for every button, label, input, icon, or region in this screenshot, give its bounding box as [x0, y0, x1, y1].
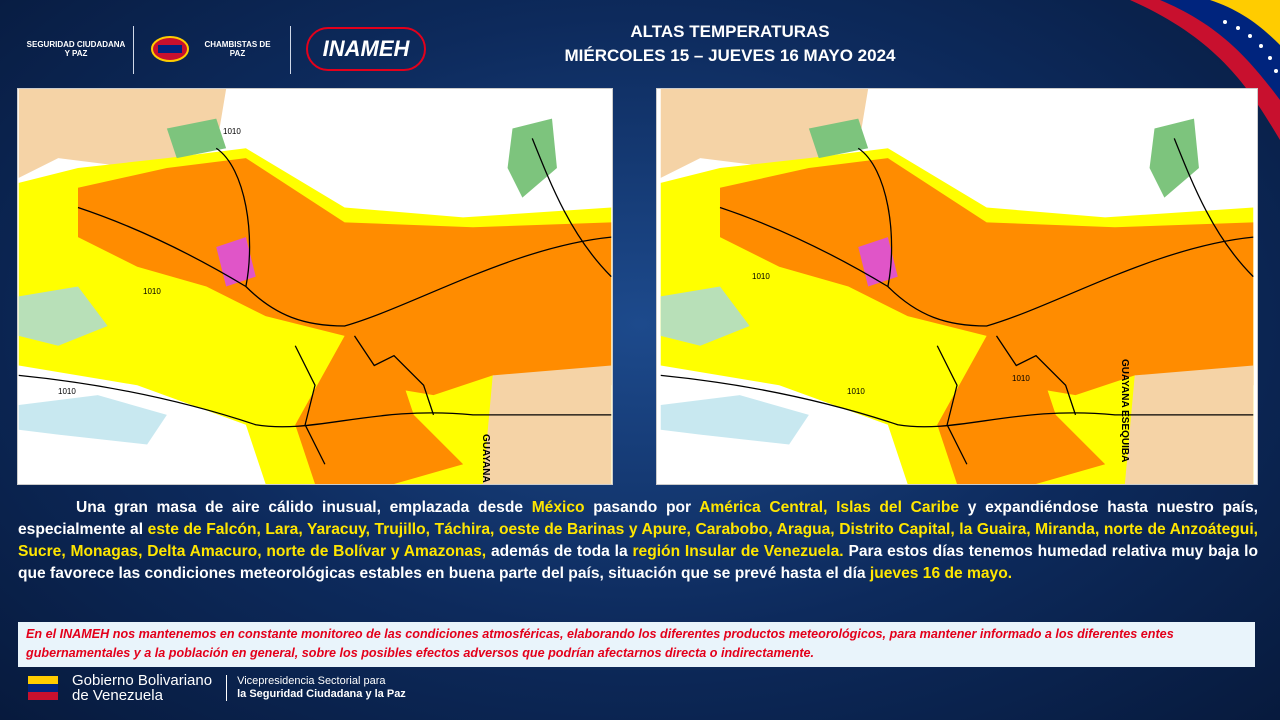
- isobar-label: 1010: [143, 287, 161, 296]
- flag: [1130, 0, 1280, 140]
- body-text: Para estos días tenemos humedad relativa…: [18, 543, 1258, 582]
- notice: En el INAMEH nos mantenemos en constante…: [18, 622, 1255, 667]
- separator: [290, 26, 291, 74]
- isobar-label: 1010: [752, 272, 770, 281]
- isobar-label: 1010: [1012, 374, 1030, 383]
- highlight-text: este de Falcón, Lara, Yaracuy, Trujillo,…: [18, 521, 1258, 560]
- title: ALTAS TEMPERATURAS MIÉRCOLES 15 – JUEVES…: [400, 20, 1060, 68]
- region-label: GUAYANA ESEQUIBA: [480, 434, 491, 484]
- footer-text: la Seguridad Ciudadana y la Paz: [237, 688, 406, 700]
- title-line: MIÉRCOLES 15 – JUEVES 16 MAYO 2024: [564, 46, 896, 65]
- isobar-label: 1010: [223, 127, 241, 136]
- logo-text: SEGURIDAD CIUDADANA Y PAZ: [26, 40, 126, 58]
- map-graphic: GUAYANA ESEQUIBA 1010 1010 1010: [18, 89, 612, 537]
- description: Una gran masa de aire cálido inusual, em…: [18, 497, 1258, 585]
- highlight-text: región Insular de Venezuela.: [632, 543, 844, 560]
- separator: [133, 26, 134, 74]
- footer-text: Vicepresidencia Sectorial para: [237, 675, 386, 687]
- logo-chambistas: CHAMBISTAS DE PAZ: [200, 22, 275, 76]
- isobar-label: 1010: [58, 387, 76, 396]
- footer-text: de Venezuela: [72, 687, 163, 704]
- logo-text: INAMEH: [322, 36, 410, 61]
- logo-text: CHAMBISTAS DE PAZ: [204, 40, 271, 58]
- title-line: ALTAS TEMPERATURAS: [630, 22, 830, 41]
- logo-inameh: INAMEH: [306, 27, 426, 71]
- region-label: GUAYANA ESEQUIBA: [1119, 359, 1130, 462]
- body-text: pasando por: [584, 499, 700, 516]
- isobar-label: 1010: [847, 387, 865, 396]
- highlight-text: jueves 16 de mayo.: [869, 565, 1013, 582]
- body-text: además de toda la: [486, 543, 633, 560]
- footer-flag: [28, 676, 58, 700]
- body-text: Una gran masa de aire cálido inusual, em…: [76, 499, 532, 516]
- highlight-text: México: [531, 499, 585, 516]
- body-text: y expandiéndose hasta nuestro país, espe…: [18, 499, 1258, 538]
- footer: Gobierno Bolivariano de Venezuela Vicepre…: [28, 670, 406, 706]
- logo-seguridad: SEGURIDAD CIUDADANA Y PAZ: [26, 22, 126, 76]
- gov-name: Gobierno Bolivariano de Venezuela: [72, 673, 212, 703]
- emblem: [151, 36, 189, 62]
- forecast-map: GUAYANA ESEQUIBA 1010 1010 1010: [656, 88, 1258, 485]
- vice-name: Vicepresidencia Sectorial para la Segurid…: [226, 675, 406, 701]
- map-graphic: GUAYANA ESEQUIBA 1010 1010 1010: [660, 89, 1254, 484]
- highlight-text: América Central, Islas del Caribe: [699, 499, 960, 516]
- footer-text: Gobierno Bolivariano: [72, 672, 213, 689]
- forecast-map: GUAYANA ESEQUIBA 1010 1010 1010: [17, 88, 613, 537]
